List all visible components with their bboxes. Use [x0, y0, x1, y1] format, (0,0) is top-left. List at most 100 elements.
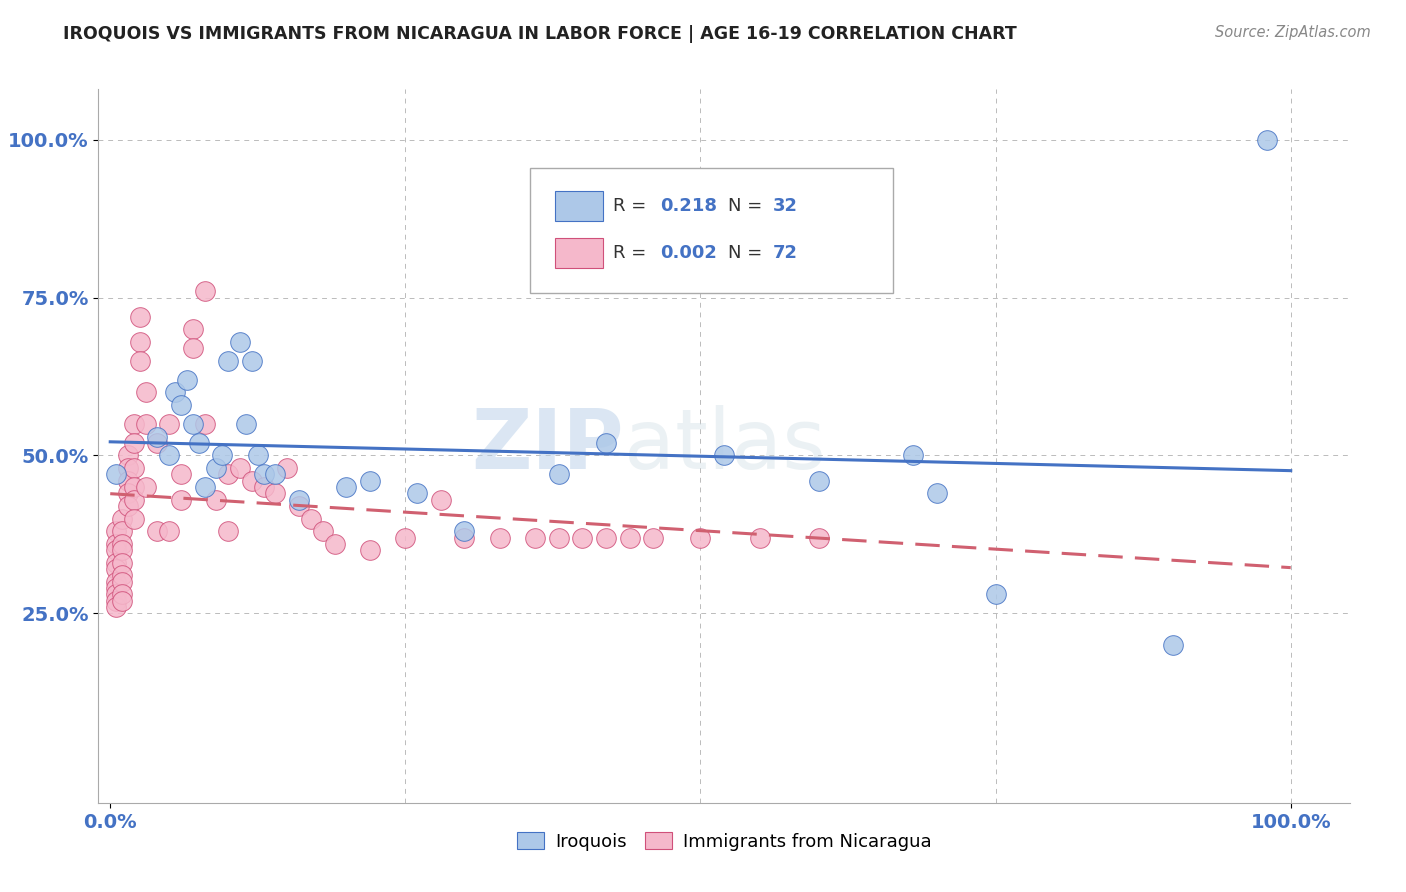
Point — [111, 556, 134, 570]
Point — [105, 467, 128, 482]
Point — [713, 449, 735, 463]
Point — [1256, 133, 1278, 147]
Point — [146, 429, 169, 443]
Point — [111, 574, 134, 589]
Text: N =: N = — [728, 197, 768, 215]
Point — [122, 492, 145, 507]
Point — [619, 531, 641, 545]
Point — [276, 461, 298, 475]
Point — [122, 417, 145, 431]
Point — [264, 467, 287, 482]
Point — [547, 531, 569, 545]
Point — [217, 524, 239, 539]
Point — [117, 461, 139, 475]
Point — [240, 353, 263, 368]
Point — [453, 524, 475, 539]
Point — [128, 310, 150, 324]
Point — [406, 486, 429, 500]
Point — [748, 531, 770, 545]
Point — [105, 600, 128, 615]
Point — [111, 543, 134, 558]
Text: IROQUOIS VS IMMIGRANTS FROM NICARAGUA IN LABOR FORCE | AGE 16-19 CORRELATION CHA: IROQUOIS VS IMMIGRANTS FROM NICARAGUA IN… — [63, 25, 1017, 43]
Point — [146, 524, 169, 539]
Point — [205, 461, 228, 475]
Point — [194, 480, 217, 494]
Point — [235, 417, 257, 431]
Point — [288, 492, 311, 507]
Point — [122, 480, 145, 494]
Point — [105, 593, 128, 607]
Point — [122, 435, 145, 450]
Point — [105, 537, 128, 551]
FancyBboxPatch shape — [555, 237, 603, 268]
Point — [105, 587, 128, 601]
Point — [157, 524, 180, 539]
Point — [359, 543, 381, 558]
Point — [488, 531, 510, 545]
Point — [117, 486, 139, 500]
Point — [105, 562, 128, 576]
Point — [105, 581, 128, 595]
Point — [181, 322, 204, 336]
Legend: Iroquois, Immigrants from Nicaragua: Iroquois, Immigrants from Nicaragua — [510, 825, 938, 858]
Point — [211, 449, 233, 463]
Point — [111, 524, 134, 539]
Point — [105, 524, 128, 539]
Point — [394, 531, 416, 545]
Point — [111, 568, 134, 582]
Point — [194, 285, 217, 299]
Point — [122, 511, 145, 525]
Point — [323, 537, 346, 551]
Point — [111, 537, 134, 551]
Point — [135, 417, 157, 431]
Point — [429, 492, 451, 507]
Point — [170, 467, 193, 482]
Point — [170, 398, 193, 412]
Point — [246, 449, 269, 463]
Point — [807, 474, 830, 488]
Point — [264, 486, 287, 500]
Point — [205, 492, 228, 507]
Point — [689, 531, 711, 545]
Point — [135, 480, 157, 494]
Point — [359, 474, 381, 488]
Point — [157, 449, 180, 463]
Point — [453, 531, 475, 545]
Point — [111, 593, 134, 607]
Point — [288, 499, 311, 513]
Point — [925, 486, 948, 500]
Text: ZIP: ZIP — [471, 406, 624, 486]
Text: Source: ZipAtlas.com: Source: ZipAtlas.com — [1215, 25, 1371, 40]
Text: R =: R = — [613, 197, 652, 215]
Point — [643, 531, 665, 545]
Point — [111, 511, 134, 525]
Point — [1161, 638, 1184, 652]
Point — [312, 524, 335, 539]
Point — [117, 449, 139, 463]
Text: R =: R = — [613, 244, 652, 262]
Point — [524, 531, 547, 545]
FancyBboxPatch shape — [555, 191, 603, 221]
Point — [105, 556, 128, 570]
Point — [240, 474, 263, 488]
Point — [335, 480, 357, 494]
Text: atlas: atlas — [624, 406, 825, 486]
Point — [547, 467, 569, 482]
Point — [299, 511, 322, 525]
Text: N =: N = — [728, 244, 768, 262]
Point — [105, 543, 128, 558]
Point — [217, 353, 239, 368]
Point — [117, 499, 139, 513]
Point — [117, 474, 139, 488]
Text: 32: 32 — [773, 197, 797, 215]
Point — [165, 385, 187, 400]
Point — [128, 353, 150, 368]
Point — [181, 417, 204, 431]
Point — [984, 587, 1007, 601]
Point — [135, 385, 157, 400]
Text: 72: 72 — [773, 244, 797, 262]
Point — [146, 435, 169, 450]
Point — [111, 587, 134, 601]
Point — [229, 334, 252, 349]
Point — [253, 467, 276, 482]
